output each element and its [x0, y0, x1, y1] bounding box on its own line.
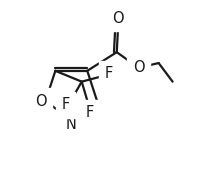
- Text: O: O: [35, 94, 47, 109]
- Text: N: N: [66, 117, 77, 132]
- Text: F: F: [85, 105, 94, 120]
- Text: F: F: [61, 98, 70, 112]
- Text: O: O: [133, 60, 144, 75]
- Text: F: F: [105, 66, 113, 81]
- Text: O: O: [113, 10, 124, 26]
